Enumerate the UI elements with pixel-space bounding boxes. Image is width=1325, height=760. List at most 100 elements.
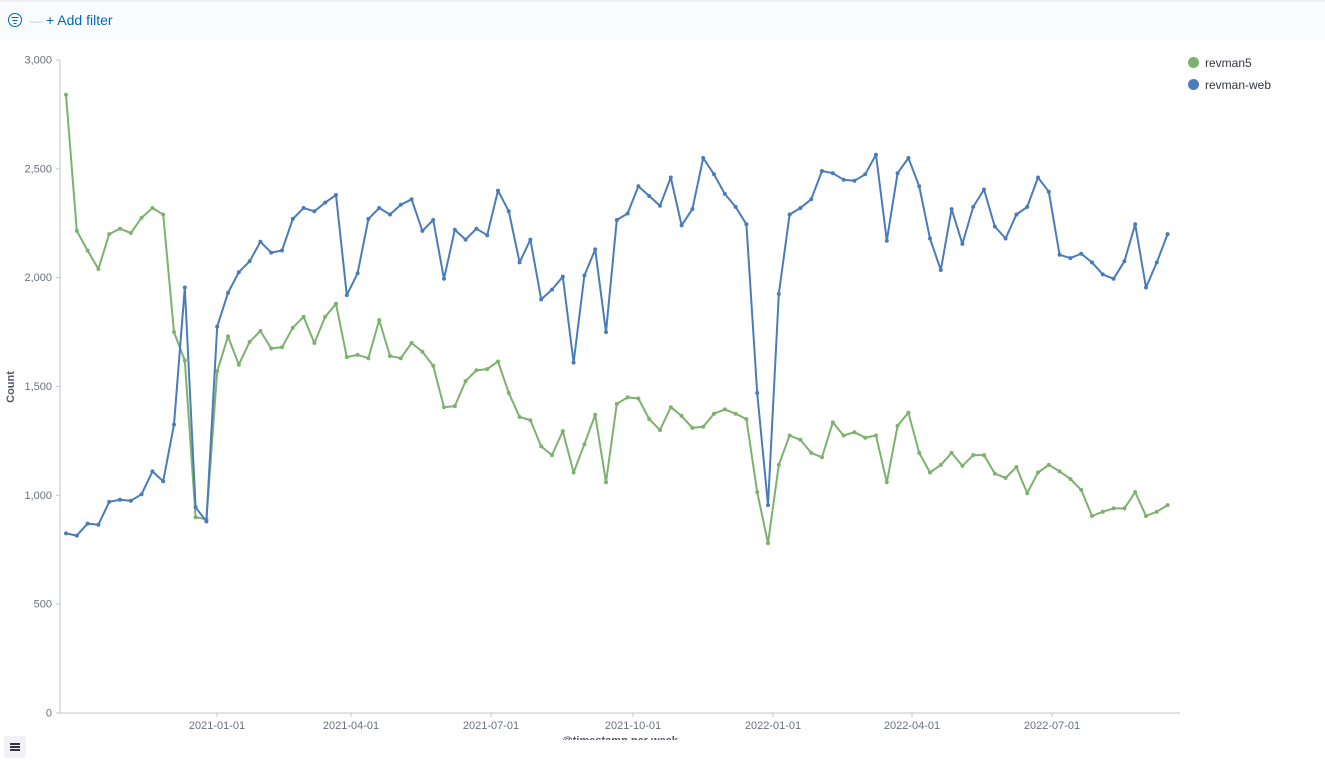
data-point-revman-web — [895, 171, 900, 176]
data-point-revman5 — [398, 356, 403, 361]
legend-label: revman5 — [1205, 56, 1252, 70]
data-point-revman-web — [636, 184, 641, 189]
add-filter-button[interactable]: + Add filter — [46, 12, 113, 28]
data-point-revman5 — [820, 455, 824, 460]
data-point-revman5 — [258, 329, 263, 333]
data-point-revman-web — [506, 209, 511, 214]
series-line-revman5 — [65, 94, 1169, 545]
data-point-revman5 — [420, 349, 425, 354]
data-point-revman-web — [906, 156, 911, 160]
data-point-revman-web — [182, 285, 187, 290]
data-point-revman5 — [301, 314, 306, 319]
data-point-revman-web — [658, 203, 662, 208]
data-point-revman-web — [852, 178, 857, 183]
data-point-revman5 — [388, 354, 392, 358]
data-point-revman5 — [334, 301, 338, 306]
data-point-revman5 — [474, 368, 479, 373]
x-tick-label: 2022-04-01 — [884, 720, 940, 732]
data-point-revman5 — [150, 206, 155, 210]
data-point-revman-web — [452, 227, 457, 232]
data-point-revman5 — [107, 232, 112, 237]
data-point-revman-web — [344, 293, 349, 298]
data-point-revman-web — [982, 187, 986, 192]
data-point-revman5 — [982, 453, 986, 458]
data-point-revman5 — [960, 463, 965, 468]
data-point-revman-web — [647, 194, 652, 198]
data-point-revman5 — [226, 334, 230, 339]
data-point-revman-web — [215, 324, 220, 329]
data-point-revman-web — [1003, 236, 1008, 241]
legend-toggle-button[interactable] — [4, 736, 26, 758]
data-point-revman-web — [431, 218, 436, 222]
data-point-revman-web — [366, 216, 371, 221]
data-point-revman5 — [236, 362, 241, 367]
legend-item[interactable]: revman5 — [1188, 56, 1252, 70]
data-point-revman5 — [884, 480, 889, 485]
data-point-revman5 — [1025, 491, 1030, 496]
data-point-revman-web — [755, 391, 760, 395]
data-point-revman5 — [1036, 470, 1040, 475]
data-point-revman-web — [474, 226, 479, 231]
data-point-revman-web — [204, 519, 209, 524]
data-point-revman5 — [830, 420, 835, 425]
filter-icon[interactable] — [8, 13, 22, 27]
data-point-revman5 — [733, 411, 738, 416]
x-tick-label: 2021-01-01 — [189, 720, 245, 732]
data-point-revman-web — [971, 204, 976, 209]
data-point-revman5 — [85, 248, 90, 253]
data-point-revman5 — [787, 433, 792, 438]
data-point-revman-web — [841, 177, 846, 182]
data-point-revman5 — [409, 341, 414, 345]
data-point-revman-web — [1144, 285, 1148, 290]
data-point-revman5 — [366, 356, 371, 361]
data-point-revman-web — [96, 522, 101, 527]
data-point-revman-web — [1079, 251, 1084, 256]
data-point-revman5 — [377, 318, 382, 323]
data-point-revman-web — [550, 287, 554, 292]
data-point-revman5 — [1057, 469, 1062, 474]
data-point-revman-web — [442, 276, 446, 281]
data-point-revman-web — [420, 228, 425, 233]
data-point-revman-web — [604, 330, 608, 335]
data-point-revman5 — [442, 405, 446, 410]
data-point-revman5 — [658, 428, 662, 432]
data-point-revman-web — [938, 268, 943, 272]
legend-item[interactable]: revman-web — [1188, 78, 1271, 92]
data-point-revman5 — [636, 396, 641, 401]
data-point-revman-web — [776, 292, 781, 296]
data-point-revman5 — [1090, 514, 1094, 518]
data-point-revman-web — [960, 241, 965, 246]
data-point-revman-web — [388, 212, 392, 217]
data-point-revman5 — [560, 429, 565, 434]
data-point-revman5 — [485, 367, 490, 372]
data-point-revman-web — [74, 533, 79, 538]
data-point-revman5 — [647, 417, 652, 422]
y-tick-label: 1,500 — [24, 381, 52, 393]
data-point-revman-web — [301, 206, 306, 210]
data-point-revman5 — [690, 425, 695, 430]
data-point-revman-web — [787, 212, 792, 217]
data-point-revman-web — [1014, 212, 1019, 217]
data-point-revman5 — [744, 417, 749, 422]
data-point-revman-web — [485, 233, 490, 238]
data-point-revman5 — [344, 355, 349, 360]
data-point-revman5 — [161, 212, 166, 217]
y-axis-title: Count — [5, 371, 17, 403]
data-point-revman5 — [712, 411, 716, 416]
data-point-revman5 — [290, 325, 295, 330]
data-point-revman-web — [625, 211, 630, 216]
data-point-revman5 — [182, 358, 187, 363]
data-point-revman5 — [74, 228, 79, 233]
data-point-revman5 — [323, 314, 328, 319]
data-point-revman5 — [452, 404, 457, 409]
legend-swatch — [1188, 57, 1199, 68]
data-point-revman5 — [701, 424, 706, 429]
legend-swatch — [1188, 79, 1199, 90]
data-point-revman5 — [809, 450, 814, 455]
data-point-revman5 — [1165, 503, 1170, 508]
data-point-revman5 — [1003, 475, 1008, 480]
data-point-revman-web — [679, 223, 684, 228]
data-point-revman5 — [755, 490, 760, 495]
data-point-revman5 — [96, 267, 101, 271]
data-point-revman5 — [593, 412, 598, 417]
